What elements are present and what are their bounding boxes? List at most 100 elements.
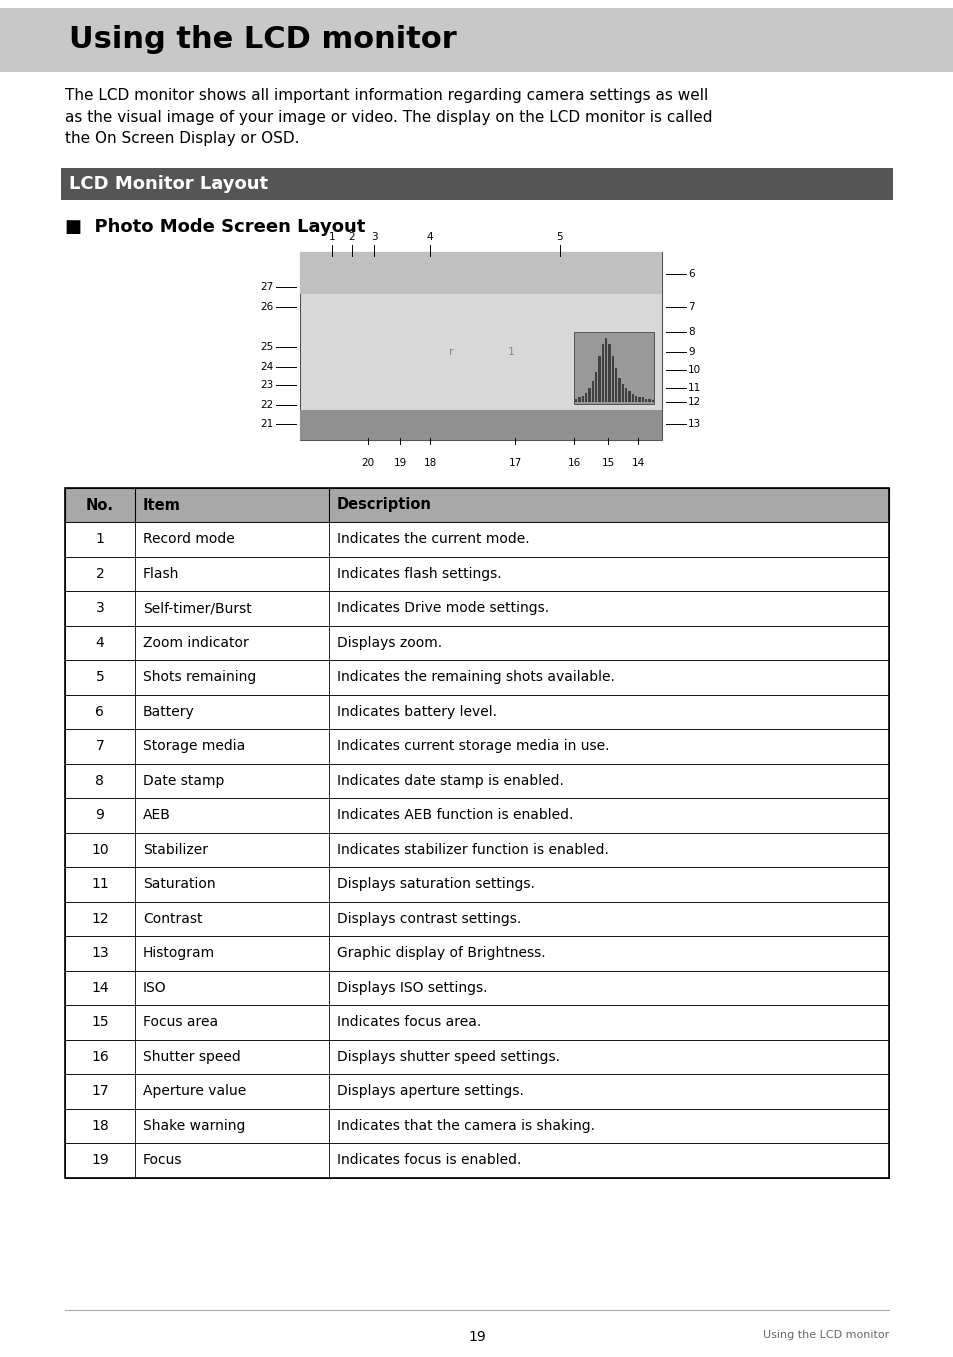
Bar [638, 398, 640, 402]
Text: Indicates current storage media in use.: Indicates current storage media in use. [336, 740, 609, 753]
Text: 11: 11 [687, 383, 700, 394]
Text: Shake warning: Shake warning [143, 1118, 245, 1133]
Text: 20: 20 [361, 459, 375, 468]
Bar [65, 867, 888, 901]
Text: Displays aperture settings.: Displays aperture settings. [336, 1084, 523, 1098]
Bar [65, 489, 888, 522]
Text: Self-timer/Burst: Self-timer/Burst [143, 601, 252, 615]
Bar [65, 901, 888, 936]
Text: 24: 24 [260, 362, 274, 372]
Text: r: r [448, 347, 453, 357]
Text: 1: 1 [507, 347, 514, 357]
Text: 15: 15 [91, 1015, 109, 1029]
Text: Indicates Drive mode settings.: Indicates Drive mode settings. [336, 601, 548, 615]
Bar [65, 798, 888, 832]
Bar [615, 369, 617, 402]
Text: Using the LCD monitor: Using the LCD monitor [762, 1330, 888, 1339]
Bar [635, 396, 637, 402]
Text: 10: 10 [91, 843, 109, 856]
Bar [621, 384, 623, 402]
Bar [65, 1073, 888, 1109]
Text: AEB: AEB [143, 809, 171, 822]
Bar [608, 345, 610, 402]
Bar [624, 388, 627, 402]
Text: 17: 17 [508, 459, 521, 468]
Text: Focus: Focus [143, 1153, 182, 1167]
Bar [299, 410, 661, 440]
Bar [578, 398, 580, 402]
Text: The LCD monitor shows all important information regarding camera settings as wel: The LCD monitor shows all important info… [65, 88, 712, 147]
Bar [65, 522, 888, 556]
Bar [651, 400, 654, 402]
Text: Displays contrast settings.: Displays contrast settings. [336, 912, 520, 925]
Text: Indicates focus area.: Indicates focus area. [336, 1015, 480, 1029]
Bar [611, 357, 614, 402]
Text: 3: 3 [95, 601, 104, 615]
Text: 16: 16 [91, 1050, 109, 1064]
Bar [628, 391, 630, 402]
Text: 23: 23 [260, 380, 274, 389]
Text: Description: Description [336, 498, 431, 513]
Bar [65, 1143, 888, 1178]
Bar [601, 345, 603, 402]
Text: 16: 16 [567, 459, 580, 468]
Text: 9: 9 [95, 809, 104, 822]
Text: 15: 15 [600, 459, 614, 468]
Bar [65, 1109, 888, 1143]
Text: Contrast: Contrast [143, 912, 202, 925]
Text: 13: 13 [91, 946, 109, 961]
Text: 2: 2 [95, 567, 104, 581]
Text: 14: 14 [91, 981, 109, 995]
Text: Histogram: Histogram [143, 946, 214, 961]
Bar [299, 252, 661, 440]
Bar [299, 252, 661, 294]
Text: 8: 8 [687, 327, 694, 337]
Text: 2: 2 [349, 232, 355, 242]
Text: No.: No. [86, 498, 113, 513]
Text: Date stamp: Date stamp [143, 773, 224, 788]
Text: Indicates the current mode.: Indicates the current mode. [336, 532, 529, 547]
Text: 18: 18 [423, 459, 436, 468]
Text: Item: Item [143, 498, 181, 513]
Text: 5: 5 [557, 232, 562, 242]
Text: 18: 18 [91, 1118, 109, 1133]
Text: 6: 6 [687, 269, 694, 280]
Text: 9: 9 [687, 347, 694, 357]
Text: 26: 26 [260, 303, 274, 312]
Bar [61, 168, 892, 199]
Bar [65, 626, 888, 660]
Text: Stabilizer: Stabilizer [143, 843, 208, 856]
Bar [595, 372, 597, 402]
Bar [65, 660, 888, 695]
Bar [65, 970, 888, 1006]
Text: 27: 27 [260, 282, 274, 292]
Bar [65, 489, 888, 1178]
Text: 11: 11 [91, 877, 109, 892]
Bar [65, 832, 888, 867]
Text: Graphic display of Brightness.: Graphic display of Brightness. [336, 946, 545, 961]
Bar [574, 332, 654, 404]
Text: Aperture value: Aperture value [143, 1084, 246, 1098]
Bar [618, 377, 620, 402]
Bar [644, 399, 647, 402]
Bar [0, 8, 953, 72]
Text: 19: 19 [393, 459, 406, 468]
Bar [588, 388, 590, 402]
Text: ■  Photo Mode Screen Layout: ■ Photo Mode Screen Layout [65, 218, 365, 236]
Text: Record mode: Record mode [143, 532, 234, 547]
Text: Displays ISO settings.: Displays ISO settings. [336, 981, 487, 995]
Text: 8: 8 [95, 773, 104, 788]
Text: Indicates date stamp is enabled.: Indicates date stamp is enabled. [336, 773, 563, 788]
Bar [591, 381, 594, 402]
Text: LCD Monitor Layout: LCD Monitor Layout [69, 175, 268, 193]
Bar [65, 1006, 888, 1039]
Text: 1: 1 [95, 532, 104, 547]
Text: 13: 13 [687, 419, 700, 429]
Text: Indicates flash settings.: Indicates flash settings. [336, 567, 500, 581]
Text: 10: 10 [687, 365, 700, 375]
Bar [641, 398, 643, 402]
Bar [631, 395, 634, 402]
Text: 25: 25 [260, 342, 274, 351]
Text: Indicates AEB function is enabled.: Indicates AEB function is enabled. [336, 809, 573, 822]
Bar [648, 399, 650, 402]
